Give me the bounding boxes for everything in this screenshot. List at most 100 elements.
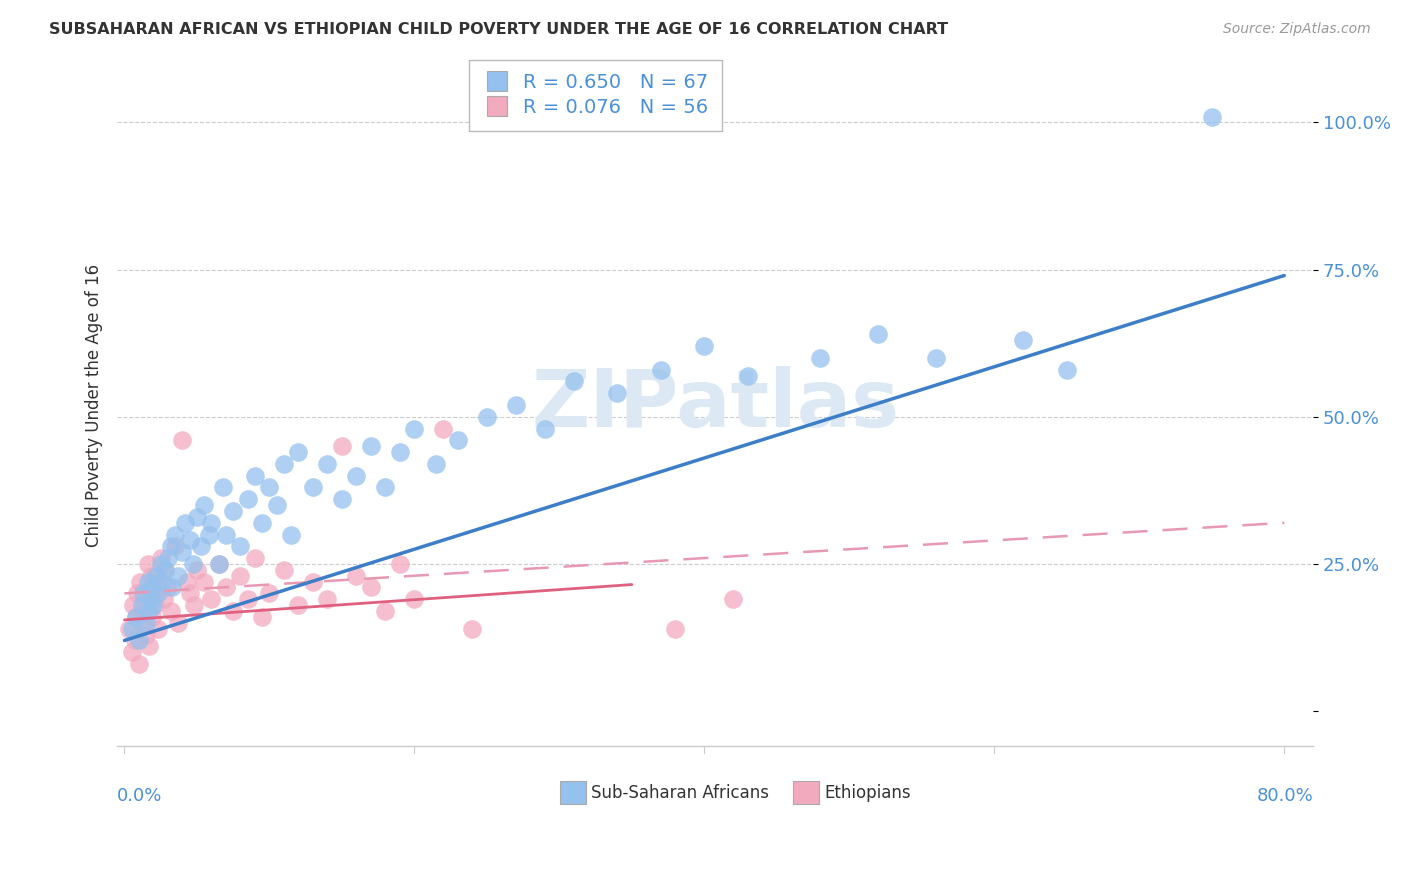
Point — [868, 327, 890, 342]
Point — [121, 622, 143, 636]
Legend: R = 0.650   N = 67, R = 0.076   N = 56: R = 0.650 N = 67, R = 0.076 N = 56 — [470, 60, 723, 131]
Point — [302, 574, 325, 589]
Point — [250, 516, 273, 530]
Point — [138, 640, 160, 654]
Point — [534, 421, 557, 435]
Point — [141, 610, 163, 624]
Point — [153, 563, 176, 577]
Point — [128, 657, 150, 671]
Point — [186, 563, 208, 577]
Point — [135, 615, 157, 630]
Text: ZIPatlas: ZIPatlas — [531, 366, 900, 444]
Point — [160, 539, 183, 553]
Point — [266, 498, 288, 512]
Point — [360, 439, 382, 453]
Point — [404, 592, 426, 607]
Point — [131, 598, 153, 612]
FancyBboxPatch shape — [560, 780, 586, 805]
Point — [693, 339, 716, 353]
Point — [1201, 110, 1223, 124]
Point — [125, 610, 148, 624]
Point — [138, 604, 160, 618]
Point — [162, 581, 184, 595]
Point — [222, 504, 245, 518]
Point — [176, 574, 198, 589]
Point — [243, 551, 266, 566]
Point — [167, 615, 190, 630]
Point — [475, 409, 498, 424]
Point — [388, 445, 411, 459]
Text: SUBSAHARAN AFRICAN VS ETHIOPIAN CHILD POVERTY UNDER THE AGE OF 16 CORRELATION CH: SUBSAHARAN AFRICAN VS ETHIOPIAN CHILD PO… — [49, 22, 948, 37]
Point — [174, 516, 197, 530]
Point — [121, 645, 143, 659]
Point — [344, 468, 367, 483]
Text: Ethiopians: Ethiopians — [824, 784, 911, 802]
Point — [128, 633, 150, 648]
Point — [425, 457, 447, 471]
Point — [259, 480, 281, 494]
Point — [145, 574, 167, 589]
Point — [562, 375, 585, 389]
Point — [149, 551, 172, 566]
Point — [131, 615, 153, 630]
FancyBboxPatch shape — [793, 780, 820, 805]
Point — [181, 557, 204, 571]
Point — [606, 386, 628, 401]
Point — [156, 581, 179, 595]
Point — [152, 592, 174, 607]
Point — [505, 398, 527, 412]
Point — [200, 516, 222, 530]
Point — [374, 604, 396, 618]
Point — [150, 574, 173, 589]
Point — [664, 622, 686, 636]
Text: 80.0%: 80.0% — [1257, 788, 1313, 805]
Point — [186, 509, 208, 524]
Point — [179, 586, 201, 600]
Point — [127, 586, 149, 600]
Point — [344, 568, 367, 582]
Point — [287, 598, 309, 612]
Point — [153, 563, 176, 577]
Point — [139, 568, 162, 582]
Point — [172, 545, 194, 559]
Point — [160, 604, 183, 618]
Point — [388, 557, 411, 571]
Point — [1056, 362, 1078, 376]
Point — [330, 439, 353, 453]
Point — [200, 592, 222, 607]
Point — [723, 592, 745, 607]
Point — [259, 586, 281, 600]
Point — [287, 445, 309, 459]
Point — [146, 586, 169, 600]
Point — [273, 563, 295, 577]
Point — [122, 598, 145, 612]
Point — [132, 604, 155, 618]
Point — [141, 581, 163, 595]
Point — [190, 539, 212, 553]
Point — [146, 622, 169, 636]
Point — [167, 568, 190, 582]
Point — [374, 480, 396, 494]
Point — [212, 480, 235, 494]
Point — [280, 527, 302, 541]
Point — [650, 362, 672, 376]
Point — [243, 468, 266, 483]
Point — [139, 592, 162, 607]
Point — [737, 368, 759, 383]
Point — [250, 610, 273, 624]
Point — [222, 604, 245, 618]
Text: 0.0%: 0.0% — [117, 788, 163, 805]
Point — [165, 527, 187, 541]
Point — [183, 598, 205, 612]
Point — [172, 434, 194, 448]
Point — [447, 434, 470, 448]
Point — [135, 627, 157, 641]
Point — [142, 586, 165, 600]
Point — [316, 457, 339, 471]
Point — [142, 598, 165, 612]
Point — [273, 457, 295, 471]
Point — [179, 533, 201, 548]
Point — [229, 539, 252, 553]
Point — [134, 592, 156, 607]
Text: Sub-Saharan Africans: Sub-Saharan Africans — [591, 784, 769, 802]
